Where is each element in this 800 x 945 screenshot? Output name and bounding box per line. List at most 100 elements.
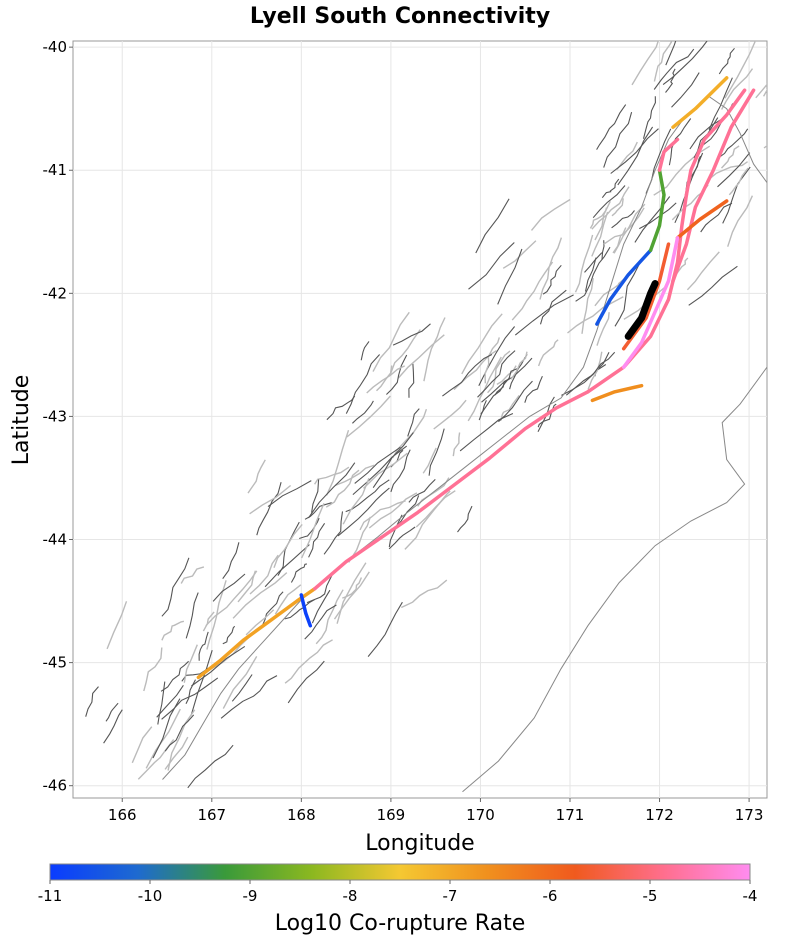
background-fault <box>611 210 635 229</box>
background-fault <box>212 573 246 602</box>
x-tick-label: 170 <box>466 806 495 824</box>
background-fault <box>314 466 350 485</box>
background-fault <box>397 334 445 379</box>
background-fault <box>249 484 292 515</box>
background-fault <box>724 41 757 99</box>
background-fault <box>592 185 626 219</box>
background-fault <box>524 375 543 403</box>
background-fault <box>457 505 473 533</box>
background-fault <box>514 294 574 336</box>
background-fault <box>325 429 350 496</box>
background-fault <box>408 479 436 503</box>
background-fault <box>689 116 726 150</box>
background-fault <box>247 459 266 494</box>
colorbar-tick-label: -5 <box>643 887 658 905</box>
rupture-segment <box>621 242 671 351</box>
background-fault <box>232 572 288 619</box>
rupture-segment <box>196 586 317 680</box>
background-fault <box>156 684 184 718</box>
background-fault <box>367 601 403 657</box>
background-fault <box>642 96 656 139</box>
y-tick-label: -45 <box>43 654 68 672</box>
background-fault <box>428 428 445 476</box>
x-tick-label: 169 <box>377 806 406 824</box>
background-fault-network <box>85 41 767 789</box>
background-fault <box>326 395 356 421</box>
background-fault <box>591 186 630 230</box>
x-tick-label: 171 <box>556 806 585 824</box>
rupture-segment <box>648 168 666 253</box>
x-tick-label: 167 <box>197 806 226 824</box>
background-fault <box>433 399 467 430</box>
y-axis-title: Latitude <box>9 375 34 466</box>
background-fault <box>617 126 654 186</box>
rupture-segment <box>657 137 680 172</box>
background-fault <box>610 128 659 174</box>
background-fault <box>346 395 391 438</box>
colorbar-tick-label: -11 <box>38 887 63 905</box>
background-fault <box>161 620 185 641</box>
background-fault <box>157 681 166 725</box>
plot-area <box>72 40 768 799</box>
background-fault <box>106 601 128 650</box>
background-fault <box>273 523 303 569</box>
background-fault <box>180 566 205 584</box>
rupture-segment <box>595 248 653 326</box>
rupture-segment <box>684 88 747 197</box>
background-fault <box>164 736 189 770</box>
background-fault <box>333 571 370 620</box>
background-fault <box>662 41 708 86</box>
background-fault <box>323 511 344 555</box>
grid <box>73 41 767 798</box>
background-fault <box>336 562 367 624</box>
colorbar <box>49 863 751 881</box>
background-fault <box>337 487 390 537</box>
background-fault <box>187 744 234 789</box>
background-fault <box>468 242 515 290</box>
rupture-segment <box>299 593 313 628</box>
background-fault <box>183 644 198 683</box>
background-fault <box>105 702 119 722</box>
rupture-segment <box>671 76 729 129</box>
background-fault <box>686 251 720 291</box>
background-fault <box>574 234 594 293</box>
background-fault <box>422 447 437 474</box>
rupture-segment <box>675 199 729 240</box>
y-tick-label: -46 <box>43 777 68 795</box>
colorbar-tick-label: -8 <box>343 887 358 905</box>
background-fault <box>665 68 676 93</box>
colorbar-tick-label: -7 <box>443 887 458 905</box>
background-fault <box>372 432 414 489</box>
background-fault <box>145 708 181 769</box>
rupture-segment <box>590 383 644 403</box>
background-fault <box>511 261 554 321</box>
background-fault <box>601 240 605 260</box>
background-fault <box>671 72 700 108</box>
background-fault <box>335 464 375 487</box>
background-fault <box>368 492 418 529</box>
x-axis-ticks: 166 167 168 169 170 171 172 173 <box>108 798 763 824</box>
background-fault <box>720 145 740 169</box>
background-fault <box>205 570 258 627</box>
background-fault <box>249 554 279 595</box>
background-fault <box>722 166 751 224</box>
background-fault <box>584 257 597 292</box>
colorbar-tick-label: -9 <box>243 887 258 905</box>
background-fault <box>401 579 448 609</box>
background-fault <box>164 714 195 752</box>
background-fault <box>161 557 190 617</box>
background-fault <box>477 350 516 398</box>
background-fault <box>299 517 320 540</box>
background-fault <box>423 317 446 382</box>
background-fault <box>301 503 325 559</box>
background-fault <box>581 277 594 334</box>
background-fault <box>206 580 227 650</box>
background-fault <box>708 77 733 131</box>
parent-section-rupture <box>624 280 659 340</box>
background-fault <box>510 351 528 380</box>
background-fault <box>352 445 408 496</box>
background-fault <box>539 289 567 325</box>
background-fault <box>304 604 337 640</box>
background-fault <box>596 312 610 346</box>
